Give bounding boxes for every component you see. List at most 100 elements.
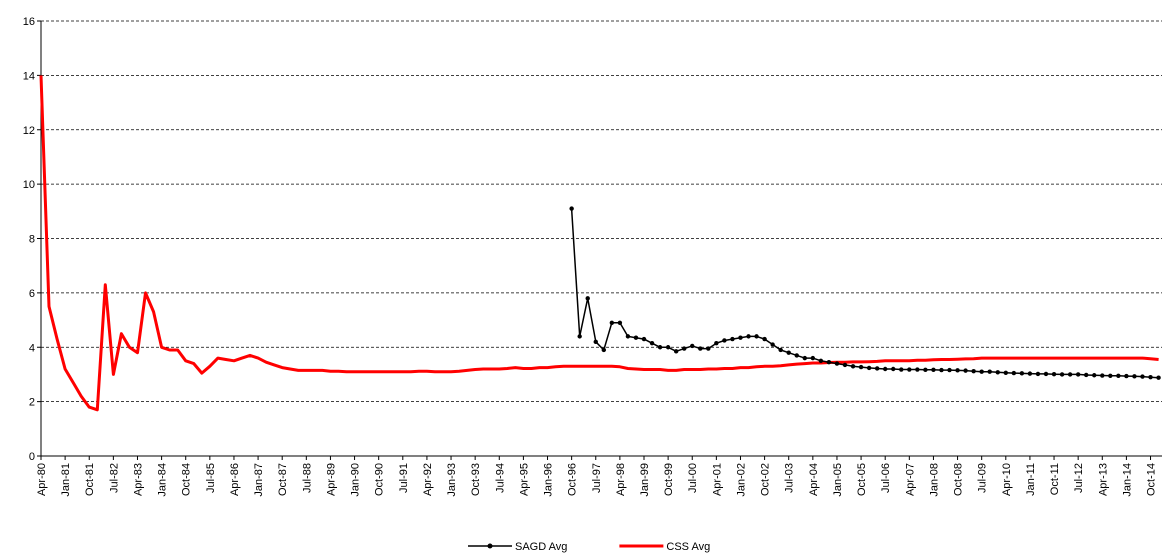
- series-marker: [714, 340, 719, 346]
- series-marker: [987, 369, 992, 374]
- series-marker: [706, 346, 711, 351]
- series-marker: [1003, 370, 1008, 376]
- series-marker: [1100, 373, 1105, 378]
- series-marker: [682, 346, 687, 351]
- x-tick-label: Apr-13: [1097, 463, 1109, 496]
- series-marker: [971, 368, 976, 374]
- y-tick-label: 6: [29, 288, 35, 300]
- series-marker: [850, 364, 856, 369]
- series-marker: [842, 362, 848, 368]
- series-marker: [770, 342, 775, 347]
- x-tick-label: Jan-05: [832, 463, 844, 497]
- series-marker: [633, 335, 639, 340]
- x-tick-label: Apr-07: [904, 463, 916, 496]
- series-marker: [883, 366, 888, 372]
- x-tick-label: Apr-10: [1001, 463, 1013, 496]
- series-marker: [665, 345, 671, 350]
- series-marker: [593, 339, 598, 345]
- series-marker: [1140, 374, 1145, 379]
- series-marker: [1035, 371, 1041, 377]
- x-tick-label: Jul-88: [301, 463, 313, 493]
- x-tick-label: Jan-99: [639, 463, 651, 497]
- y-tick-label: 12: [23, 125, 35, 137]
- x-tick-label: Jul-94: [494, 463, 506, 493]
- series-marker: [641, 336, 647, 342]
- x-tick-label: Jan-14: [1121, 463, 1133, 497]
- series-marker: [730, 336, 735, 342]
- x-tick-label: Jul-12: [1073, 463, 1085, 493]
- x-tick-label: Apr-89: [325, 463, 337, 496]
- series-marker: [1051, 371, 1057, 377]
- series-marker: [569, 206, 574, 211]
- series-marker: [1067, 372, 1073, 377]
- y-tick-label: 14: [23, 70, 35, 82]
- x-tick-label: Apr-01: [711, 463, 723, 496]
- series-marker: [778, 347, 783, 353]
- series-marker: [746, 334, 751, 339]
- x-tick-label: Jan-02: [735, 463, 747, 497]
- x-tick-label: Jul-03: [784, 463, 796, 493]
- series-marker: [673, 349, 679, 354]
- x-tick-label: Oct-05: [856, 463, 868, 496]
- series-marker: [1092, 373, 1097, 378]
- series-marker: [1075, 372, 1081, 377]
- series-marker: [891, 366, 896, 372]
- x-tick-label: Jan-93: [446, 463, 458, 497]
- y-tick-label: 2: [29, 397, 35, 409]
- x-tick-label: Oct-81: [84, 463, 96, 496]
- series-marker: [1124, 373, 1129, 379]
- series-marker: [601, 347, 606, 353]
- series-marker: [955, 368, 960, 373]
- series-marker: [1019, 371, 1025, 376]
- series-marker: [585, 296, 590, 301]
- y-tick-label: 16: [23, 16, 35, 28]
- series-marker: [1116, 373, 1121, 378]
- series-marker: [907, 367, 912, 372]
- x-tick-label: Oct-87: [277, 463, 289, 496]
- series-marker: [858, 364, 864, 370]
- series-marker: [995, 370, 1000, 375]
- series-line: [570, 208, 1159, 379]
- series-marker: [754, 334, 759, 339]
- x-tick-label: Oct-08: [953, 463, 965, 496]
- x-tick-label: Oct-11: [1049, 463, 1061, 495]
- x-tick-label: Jan-11: [1025, 463, 1037, 496]
- x-tick-label: Jan-08: [928, 463, 940, 497]
- series-marker: [834, 361, 840, 366]
- series-marker: [818, 358, 824, 364]
- series-marker: [1132, 374, 1137, 379]
- series-marker: [625, 334, 631, 339]
- series-marker: [794, 353, 799, 358]
- series-marker: [617, 320, 623, 325]
- x-tick-label: Jan-96: [543, 463, 555, 497]
- x-tick-label: Jul-91: [398, 463, 410, 493]
- x-tick-label: Jul-06: [880, 463, 892, 493]
- x-tick-label: Oct-90: [374, 463, 386, 496]
- series-marker: [826, 360, 832, 365]
- series-marker: [690, 343, 695, 349]
- series-marker: [899, 367, 904, 372]
- x-tick-label: Jul-97: [591, 463, 603, 493]
- x-tick-label: Oct-99: [663, 463, 675, 496]
- x-tick-label: Jul-85: [205, 463, 217, 493]
- series-marker: [1059, 372, 1065, 377]
- series-marker: [1043, 371, 1049, 377]
- x-tick-label: Oct-84: [181, 463, 193, 496]
- x-tick-label: Jan-81: [60, 463, 72, 497]
- x-tick-label: Oct-02: [760, 463, 772, 496]
- legend-label: SAGD Avg: [515, 541, 567, 553]
- series-marker: [866, 365, 872, 371]
- series-marker: [649, 340, 655, 346]
- series-marker: [963, 368, 968, 373]
- x-tick-label: Jan-84: [157, 463, 169, 497]
- series-marker: [762, 336, 767, 342]
- series-marker: [1011, 370, 1017, 376]
- series-marker: [698, 346, 703, 351]
- series-marker: [722, 338, 727, 343]
- series-marker: [923, 367, 928, 373]
- y-tick-label: 0: [29, 451, 35, 463]
- x-tick-label: Jul-82: [108, 463, 120, 493]
- series-marker: [931, 367, 936, 373]
- x-tick-label: Jul-09: [977, 463, 989, 493]
- x-tick-label: Apr-80: [36, 463, 48, 496]
